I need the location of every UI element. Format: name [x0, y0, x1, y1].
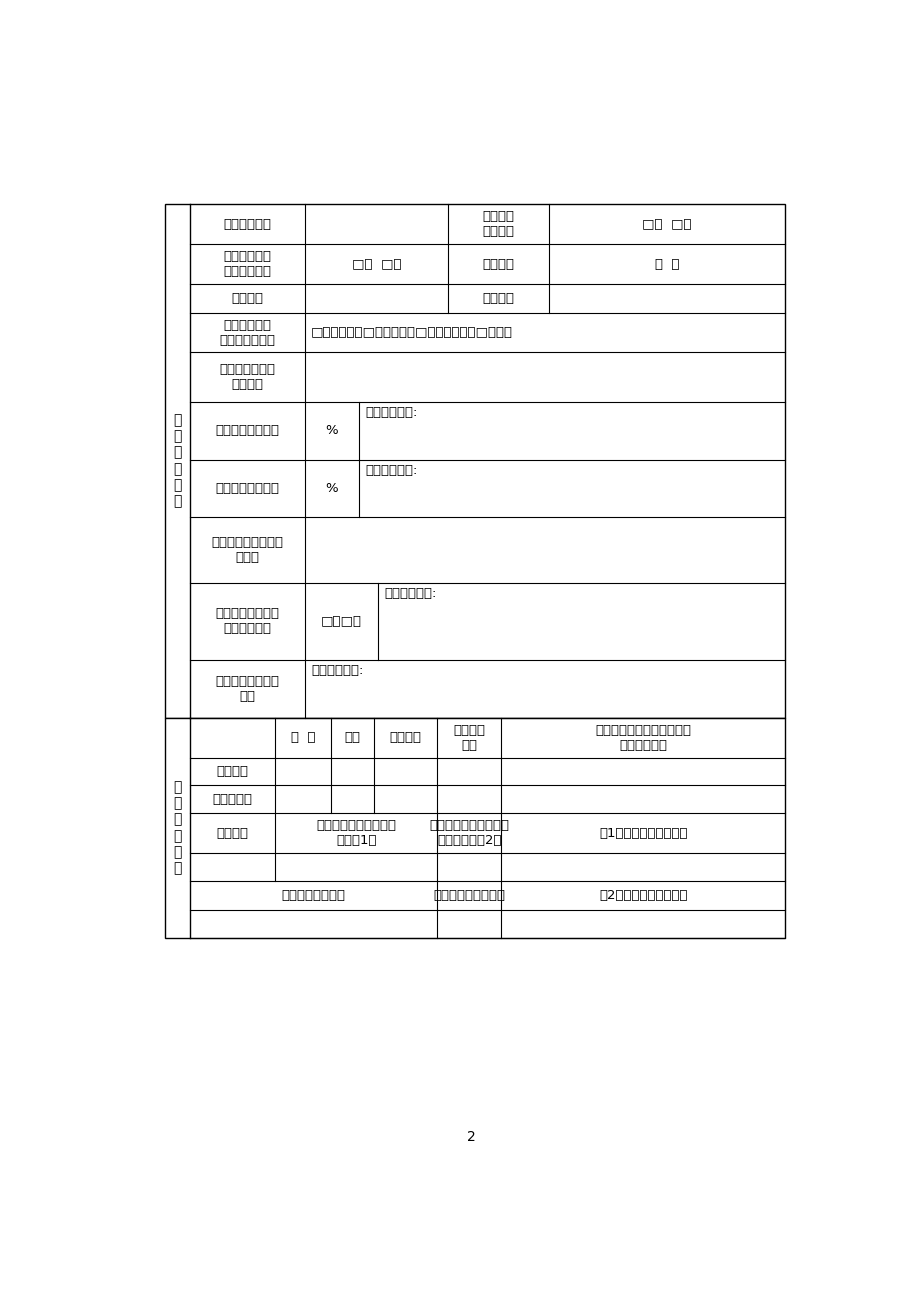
- Text: 企业是否市以上企
业信息化试点: 企业是否市以上企 业信息化试点: [215, 607, 279, 635]
- Text: 企业法人: 企业法人: [217, 766, 248, 779]
- Text: 从事高新技术研究开发
科技人员数（2）: 从事高新技术研究开发 科技人员数（2）: [428, 819, 508, 848]
- Text: 企业经济类型: 企业经济类型: [223, 217, 271, 230]
- Text: 高新技术服务人员数: 高新技术服务人员数: [433, 889, 505, 902]
- Text: 生产与经营人员数: 生产与经营人员数: [281, 889, 346, 902]
- Text: （2）占职工总数的比例: （2）占职工总数的比例: [598, 889, 686, 902]
- Text: 文字简要说明:: 文字简要说明:: [311, 664, 363, 677]
- Text: %: %: [325, 482, 338, 495]
- Text: 企
业
基
本
信
息: 企 业 基 本 信 息: [174, 413, 182, 508]
- Text: 技术负责人: 技术负责人: [212, 793, 253, 806]
- Text: %: %: [325, 424, 338, 437]
- Text: 企
业
人
员
结
构: 企 业 人 员 结 构: [174, 780, 182, 875]
- Text: 信用等级: 信用等级: [482, 292, 514, 305]
- Text: 文字简要说明:: 文字简要说明:: [365, 464, 417, 477]
- Text: 企业是否进入
高新技术开发区: 企业是否进入 高新技术开发区: [220, 319, 275, 346]
- Text: 主要股东及所占
股份比例: 主要股东及所占 股份比例: [220, 363, 275, 391]
- Bar: [165, 717, 785, 937]
- Text: （1）占职工总数的比例: （1）占职工总数的比例: [598, 827, 686, 840]
- Text: 何时认定: 何时认定: [482, 258, 514, 271]
- Text: 从事高新技术研究开发、生
产经营的时间: 从事高新技术研究开发、生 产经营的时间: [595, 724, 690, 751]
- Text: 通过质量标准认证
情况: 通过质量标准认证 情况: [215, 674, 279, 703]
- Text: 科技人员持股比例: 科技人员持股比例: [215, 424, 279, 437]
- Text: 有无自营
进出口权: 有无自营 进出口权: [482, 210, 514, 238]
- Text: 文字简要说明:: 文字简要说明:: [365, 406, 417, 419]
- Text: 年龄: 年龄: [344, 732, 360, 743]
- Text: 是否认定为市
高新技术企业: 是否认定为市 高新技术企业: [223, 250, 271, 279]
- Text: □是□否: □是□否: [321, 615, 362, 628]
- Text: □是  □否: □是 □否: [641, 217, 691, 230]
- Bar: [165, 204, 785, 717]
- Text: 管理人员持股比例: 管理人员持股比例: [215, 482, 279, 495]
- Text: □国家高新区□苏州工业园□省级高新园区□未进入: □国家高新区□苏州工业园□省级高新园区□未进入: [311, 326, 513, 339]
- Text: 具有大专以上学历人员
总数（1）: 具有大专以上学历人员 总数（1）: [316, 819, 396, 848]
- Text: 职工总数: 职工总数: [217, 827, 248, 840]
- Text: 文字简要说明:: 文字简要说明:: [384, 587, 437, 600]
- Text: 姓  名: 姓 名: [290, 732, 315, 743]
- Text: 2: 2: [467, 1130, 475, 1144]
- Text: □是  □否: □是 □否: [351, 258, 401, 271]
- Text: 企业是否有上市计划
及进展: 企业是否有上市计划 及进展: [211, 536, 283, 564]
- Text: 文化程度: 文化程度: [390, 732, 421, 743]
- Text: 年  月: 年 月: [654, 258, 679, 271]
- Text: 专业技术
职称: 专业技术 职称: [453, 724, 484, 751]
- Text: 开户银行: 开户银行: [232, 292, 263, 305]
